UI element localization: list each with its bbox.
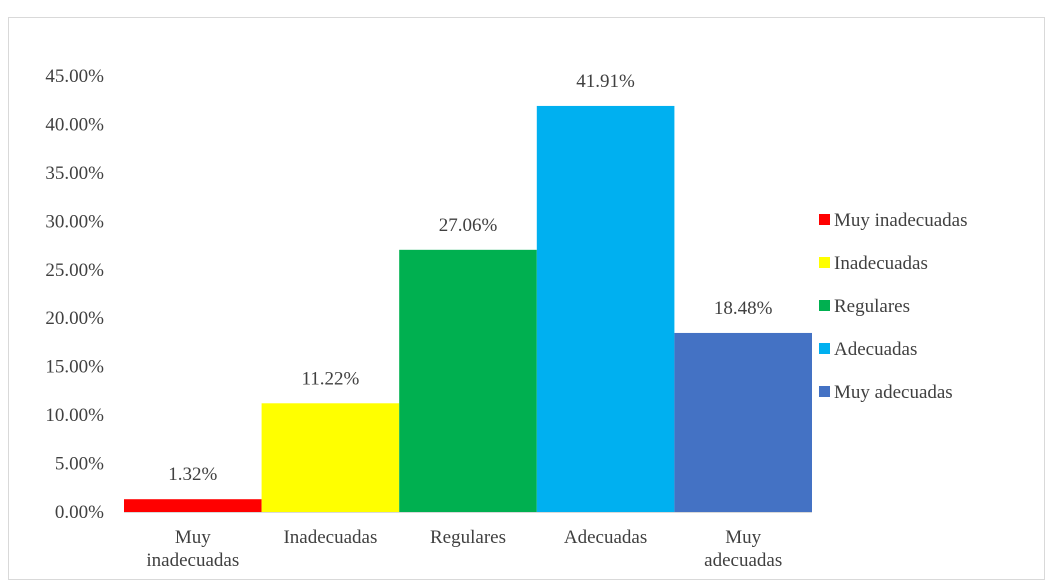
category-label: Muy: [725, 527, 761, 548]
category-label: Regulares: [430, 527, 506, 548]
y-tick-label: 0.00%: [55, 502, 104, 523]
y-tick-label: 5.00%: [55, 454, 104, 475]
legend-swatch: [819, 386, 830, 397]
y-tick-label: 20.00%: [45, 308, 104, 329]
y-tick-label: 40.00%: [45, 114, 104, 135]
legend-swatch: [819, 300, 830, 311]
data-labels-group: 1.32% 11.22% 27.06% 41.91% 18.48%: [168, 71, 772, 485]
data-label: 1.32%: [168, 464, 217, 485]
chart-frame: 0.00% 5.00% 10.00% 15.00% 20.00% 25.00% 30.00%…: [8, 17, 1045, 580]
data-label: 11.22%: [301, 368, 359, 389]
category-label: Muy: [175, 527, 211, 548]
legend-label: Muy inadecuadas: [834, 210, 967, 231]
bars-group: [124, 105, 812, 513]
y-tick-label: 30.00%: [45, 211, 104, 232]
legend-label: Inadecuadas: [834, 253, 928, 274]
y-axis: 0.00% 5.00% 10.00% 15.00% 20.00% 25.00% 30.00%…: [45, 66, 104, 523]
data-label: 41.91%: [576, 71, 635, 92]
legend-label: Muy adecuadas: [834, 382, 953, 403]
y-tick-label: 25.00%: [45, 260, 104, 281]
data-label: 18.48%: [714, 298, 773, 319]
legend: Muy inadecuadas Inadecuadas Regulares Adecu…: [819, 210, 967, 403]
bar: [124, 499, 262, 512]
legend-swatch: [819, 257, 830, 268]
category-label: Inadecuadas: [283, 527, 377, 548]
category-label: inadecuadas: [146, 550, 239, 571]
y-tick-label: 10.00%: [45, 405, 104, 426]
legend-swatch: [819, 343, 830, 354]
bar: [399, 249, 537, 512]
bar: [536, 105, 675, 513]
y-tick-label: 35.00%: [45, 163, 104, 184]
bar: [261, 403, 400, 512]
data-label: 27.06%: [439, 215, 498, 236]
y-tick-label: 15.00%: [45, 357, 104, 378]
bar: [674, 332, 812, 512]
bar-chart: 0.00% 5.00% 10.00% 15.00% 20.00% 25.00% 30.00%…: [45, 66, 967, 571]
category-label: Adecuadas: [564, 527, 647, 548]
legend-swatch: [819, 214, 830, 225]
category-label: adecuadas: [704, 550, 782, 571]
y-tick-label: 45.00%: [45, 66, 104, 87]
legend-label: Adecuadas: [834, 339, 917, 360]
legend-label: Regulares: [834, 296, 910, 317]
